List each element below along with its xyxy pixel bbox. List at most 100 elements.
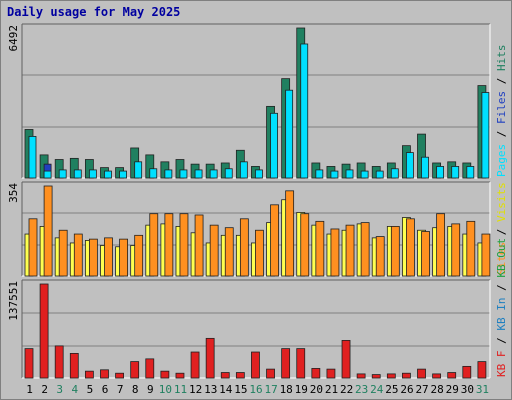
bar-kb-f-11 <box>175 372 185 379</box>
chart-title: Daily usage for May 2025 <box>7 5 181 19</box>
bar-kb-f-16 <box>251 351 260 379</box>
bar-kb-f-29 <box>447 372 457 379</box>
legend-item-sites: Sites <box>495 242 508 275</box>
bar-kb-f-31 <box>477 361 487 379</box>
y-max-label-top: 6492 <box>7 25 20 52</box>
y-max-label-middle: 354 <box>7 183 20 203</box>
x-tick-label: 31 <box>476 383 489 396</box>
legend-separator: / <box>495 71 508 91</box>
bar-pages-13 <box>209 169 218 179</box>
bar-kb-f-20 <box>311 368 321 379</box>
x-tick-label: 24 <box>370 383 384 396</box>
x-tick-label: 18 <box>280 383 293 396</box>
bar-pages-3 <box>58 169 67 179</box>
bar-sites-3 <box>58 229 68 277</box>
bar-sites-29 <box>451 223 461 277</box>
x-tick-label: 10 <box>159 383 172 396</box>
x-tick-label: 13 <box>204 383 217 396</box>
x-tick-label: 16 <box>249 383 262 396</box>
bar-sites-11 <box>179 213 189 277</box>
bar-kb-f-7 <box>115 372 124 379</box>
x-axis-labels: 1 2 3 4 5 6 7 8 9 10 11 12 13 14 15 16 17 18 19 20 21 22 23 24 2… <box>26 383 489 396</box>
bar-pages-31 <box>481 92 490 179</box>
bar-sites-4 <box>73 233 83 277</box>
bar-kb-f-15 <box>235 372 245 379</box>
legend-item-files: Files <box>495 91 508 124</box>
bar-kb-f-1 <box>24 348 34 379</box>
bar-pages-6 <box>104 170 112 179</box>
bar-sites-26 <box>406 218 415 277</box>
bar-kb-f-6 <box>100 369 109 379</box>
bar-sites-31 <box>481 233 491 277</box>
bar-sites-19 <box>300 213 310 277</box>
bar-pages-29 <box>451 166 460 179</box>
bar-kb-f-30 <box>462 365 472 379</box>
x-tick-label: 22 <box>340 383 353 396</box>
bar-sites-1 <box>28 218 38 277</box>
x-tick-label: 23 <box>355 383 368 396</box>
x-tick-label: 17 <box>264 383 277 396</box>
bar-sites-22 <box>345 224 355 277</box>
bar-sites-24 <box>375 236 385 277</box>
x-tick-label: 29 <box>446 383 459 396</box>
bar-kb-f-18 <box>281 348 291 379</box>
bar-sites-23 <box>360 222 370 277</box>
bar-sites-20 <box>315 220 325 277</box>
bar-pages-7 <box>119 170 127 179</box>
bar-pages-30 <box>466 166 475 179</box>
legend-bottom: KB F / KB In / KB Out <box>495 238 508 377</box>
bar-pages-11 <box>179 169 188 179</box>
bar-pages-26 <box>406 152 414 179</box>
x-tick-label: 27 <box>415 383 428 396</box>
bar-kb-f-21 <box>326 368 336 379</box>
bar-sites-28 <box>436 213 446 277</box>
bar-kb-f-8 <box>130 361 140 379</box>
legend-item-kb-f: KB F <box>495 351 508 378</box>
bar-kb-f-27 <box>417 368 426 379</box>
x-tick-label: 14 <box>219 383 233 396</box>
bar-pages-9 <box>149 168 158 179</box>
bar-kb-f-24 <box>371 374 381 379</box>
bar-sites-14 <box>224 227 234 277</box>
x-tick-label: 25 <box>385 383 398 396</box>
bar-kb-f-19 <box>296 348 306 379</box>
bar-sites-17 <box>270 204 279 277</box>
bar-pages-10 <box>164 169 173 179</box>
bar-pages-5 <box>88 169 97 179</box>
bar-pages-12 <box>194 169 203 179</box>
panel-middle: 354 Sites / Visits <box>7 181 508 277</box>
x-tick-label: 12 <box>189 383 202 396</box>
y-max-label-bottom: 137551 <box>7 281 20 321</box>
bar-sites-25 <box>390 226 400 277</box>
bar-sites-8 <box>134 234 144 277</box>
bar-pages-17 <box>270 112 278 179</box>
bar-kb-f-13 <box>205 337 215 379</box>
bar-pages-19 <box>300 43 309 179</box>
x-tick-label: 19 <box>295 383 308 396</box>
x-tick-label: 26 <box>400 383 413 396</box>
bar-sites-15 <box>239 218 249 277</box>
panel-top: 6492 Pages / Files / Hits <box>7 23 508 179</box>
bar-kb-f-3 <box>54 345 64 379</box>
legend-item-kb-in: KB In <box>495 298 508 331</box>
x-tick-label: 11 <box>174 383 187 396</box>
bar-kb-f-26 <box>402 372 411 379</box>
bar-pages-20 <box>315 169 324 179</box>
x-tick-label: 4 <box>72 383 79 396</box>
panel-bottom: 137551 KB F / KB In / KB Out <box>7 238 508 379</box>
bar-pages-15 <box>239 161 248 179</box>
bar-pages-4 <box>73 169 82 179</box>
bar-pages-22 <box>345 169 354 179</box>
bar-kb-f-25 <box>386 373 396 379</box>
legend-middle: Sites / Visits <box>495 182 508 275</box>
x-tick-label: 20 <box>310 383 323 396</box>
x-tick-label: 5 <box>87 383 94 396</box>
x-tick-label: 7 <box>117 383 124 396</box>
legend-top: Pages / Files / Hits <box>495 45 508 178</box>
bar-pages-8 <box>134 161 143 179</box>
x-tick-label: 15 <box>234 383 247 396</box>
bar-pages-1 <box>28 136 37 179</box>
bar-sites-18 <box>285 190 295 277</box>
bar-sites-30 <box>466 220 476 277</box>
